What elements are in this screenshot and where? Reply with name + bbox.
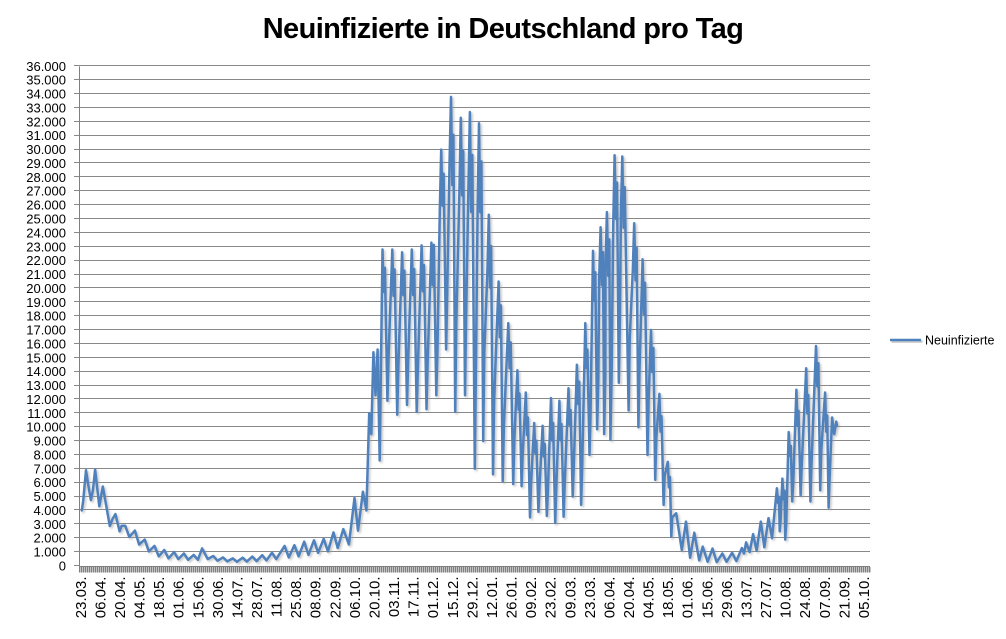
svg-text:23.03.: 23.03. (73, 577, 90, 619)
svg-text:33.000: 33.000 (26, 100, 66, 115)
svg-text:01.06.: 01.06. (680, 577, 697, 619)
svg-text:20.04.: 20.04. (621, 577, 638, 619)
svg-text:18.05.: 18.05. (660, 577, 677, 619)
svg-text:29.000: 29.000 (26, 156, 66, 171)
svg-text:14.07.: 14.07. (229, 577, 246, 619)
svg-text:11.000: 11.000 (27, 406, 66, 421)
svg-text:26.01.: 26.01. (503, 577, 520, 619)
svg-text:34.000: 34.000 (26, 87, 66, 102)
svg-text:5.000: 5.000 (33, 489, 66, 504)
svg-text:25.000: 25.000 (26, 212, 66, 227)
svg-text:08.09.: 08.09. (308, 577, 325, 619)
svg-text:1.000: 1.000 (33, 545, 66, 560)
svg-text:12.01.: 12.01. (484, 577, 501, 619)
svg-text:15.06.: 15.06. (699, 577, 716, 619)
svg-text:Neuinfizierte: Neuinfizierte (925, 334, 995, 348)
svg-text:23.02.: 23.02. (543, 577, 560, 619)
svg-text:27.000: 27.000 (26, 184, 66, 199)
svg-text:31.000: 31.000 (26, 128, 66, 143)
svg-text:23.000: 23.000 (26, 239, 66, 254)
svg-text:3.000: 3.000 (33, 517, 66, 532)
svg-text:25.08.: 25.08. (288, 577, 305, 619)
svg-text:06.10.: 06.10. (347, 577, 364, 619)
svg-text:21.000: 21.000 (26, 267, 66, 282)
svg-text:9.000: 9.000 (33, 434, 66, 449)
svg-text:06.04.: 06.04. (92, 577, 109, 619)
svg-text:27.07.: 27.07. (758, 577, 775, 619)
svg-text:14.000: 14.000 (26, 364, 66, 379)
svg-text:15.06.: 15.06. (190, 577, 207, 619)
svg-text:03.11.: 03.11. (386, 577, 403, 618)
svg-text:06.04.: 06.04. (601, 577, 618, 619)
svg-text:22.000: 22.000 (26, 253, 66, 268)
svg-text:6.000: 6.000 (33, 475, 66, 490)
svg-text:7.000: 7.000 (33, 461, 66, 476)
svg-text:07.09.: 07.09. (817, 577, 834, 619)
svg-text:18.05.: 18.05. (151, 577, 168, 619)
svg-text:10.000: 10.000 (26, 420, 66, 435)
svg-text:12.000: 12.000 (26, 392, 66, 407)
svg-text:28.07.: 28.07. (249, 577, 266, 619)
svg-text:09.03.: 09.03. (562, 577, 579, 619)
svg-text:28.000: 28.000 (26, 170, 66, 185)
svg-text:19.000: 19.000 (26, 295, 66, 310)
svg-text:29.12.: 29.12. (464, 577, 481, 619)
svg-text:04.05.: 04.05. (641, 577, 658, 619)
svg-text:26.000: 26.000 (26, 198, 66, 213)
svg-text:23.03.: 23.03. (582, 577, 599, 619)
svg-text:04.05.: 04.05. (131, 577, 148, 619)
svg-text:30.000: 30.000 (26, 142, 66, 157)
svg-text:13.07.: 13.07. (738, 577, 755, 619)
svg-text:01.12.: 01.12. (425, 577, 442, 619)
svg-text:4.000: 4.000 (33, 503, 66, 518)
svg-text:09.02.: 09.02. (523, 577, 540, 619)
svg-text:24.000: 24.000 (26, 225, 66, 240)
svg-text:11.08.: 11.08. (269, 577, 286, 618)
svg-text:30.06.: 30.06. (210, 577, 227, 619)
svg-text:0: 0 (59, 559, 66, 574)
svg-text:10.08.: 10.08. (778, 577, 795, 619)
svg-text:18.000: 18.000 (26, 309, 66, 324)
svg-text:2.000: 2.000 (33, 531, 66, 546)
svg-text:13.000: 13.000 (26, 378, 66, 393)
svg-text:20.000: 20.000 (26, 281, 66, 296)
svg-text:17.000: 17.000 (26, 323, 66, 338)
svg-text:17.11.: 17.11. (406, 577, 423, 618)
svg-text:29.06.: 29.06. (719, 577, 736, 619)
svg-text:36.000: 36.000 (26, 59, 66, 74)
svg-text:35.000: 35.000 (26, 73, 66, 88)
svg-text:20.04.: 20.04. (112, 577, 129, 619)
svg-text:32.000: 32.000 (26, 114, 66, 129)
svg-text:16.000: 16.000 (26, 336, 66, 351)
svg-text:21.09.: 21.09. (836, 577, 853, 619)
svg-text:20.10.: 20.10. (366, 577, 383, 619)
svg-text:01.06.: 01.06. (171, 577, 188, 619)
svg-text:05.10.: 05.10. (856, 577, 873, 619)
svg-text:15.12.: 15.12. (445, 577, 462, 619)
svg-text:15.000: 15.000 (26, 350, 66, 365)
svg-text:22.09.: 22.09. (327, 577, 344, 619)
svg-text:24.08.: 24.08. (797, 577, 814, 619)
svg-text:8.000: 8.000 (33, 447, 66, 462)
